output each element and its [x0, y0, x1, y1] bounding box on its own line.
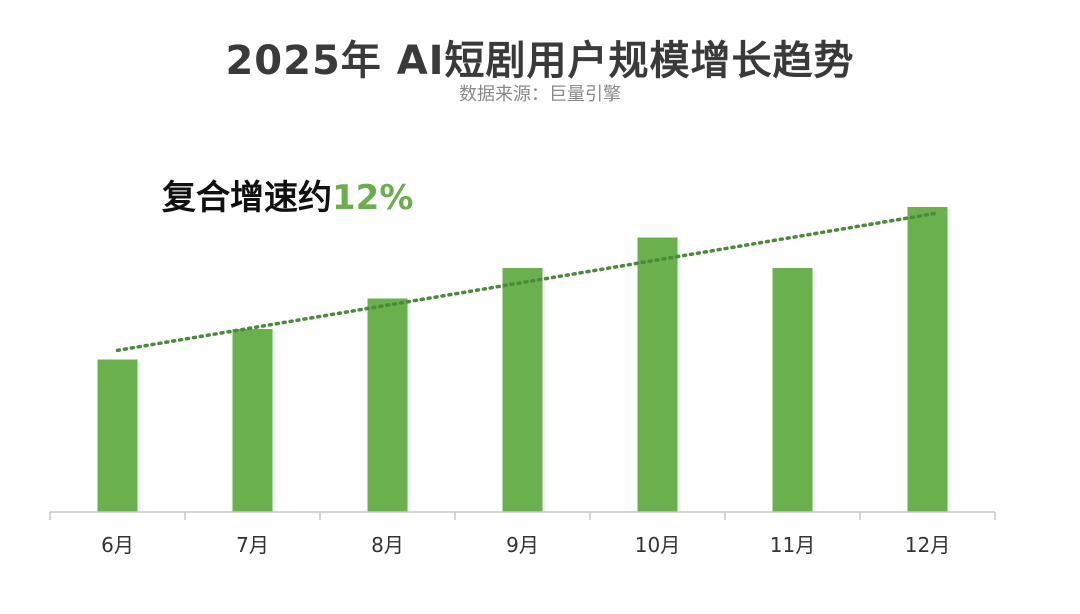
cagr-value: 12% — [332, 178, 414, 218]
bar-6 — [772, 268, 813, 512]
x-tick-label: 11月 — [770, 533, 815, 557]
x-tick-label: 9月 — [506, 533, 539, 557]
trendline — [115, 211, 940, 353]
bar-7 — [907, 207, 948, 512]
bar-4 — [502, 268, 543, 512]
x-tick-label: 10月 — [635, 533, 680, 557]
bar-5 — [637, 237, 678, 512]
cagr-label: 复合增速约 — [162, 178, 332, 218]
chart-title: 2025年 AI短剧用户规模增长趋势 — [225, 38, 855, 84]
bar-3 — [367, 298, 408, 512]
bar-2 — [232, 329, 273, 512]
chart-subtitle: 数据来源：巨量引擎 — [459, 84, 621, 105]
bar-1 — [97, 359, 138, 512]
cagr-annotation: 复合增速约12% — [162, 170, 413, 219]
x-tick-label: 7月 — [236, 533, 269, 557]
x-tick-label: 12月 — [905, 533, 950, 557]
x-tick-label: 6月 — [101, 533, 134, 557]
x-tick-label: 8月 — [371, 533, 404, 557]
